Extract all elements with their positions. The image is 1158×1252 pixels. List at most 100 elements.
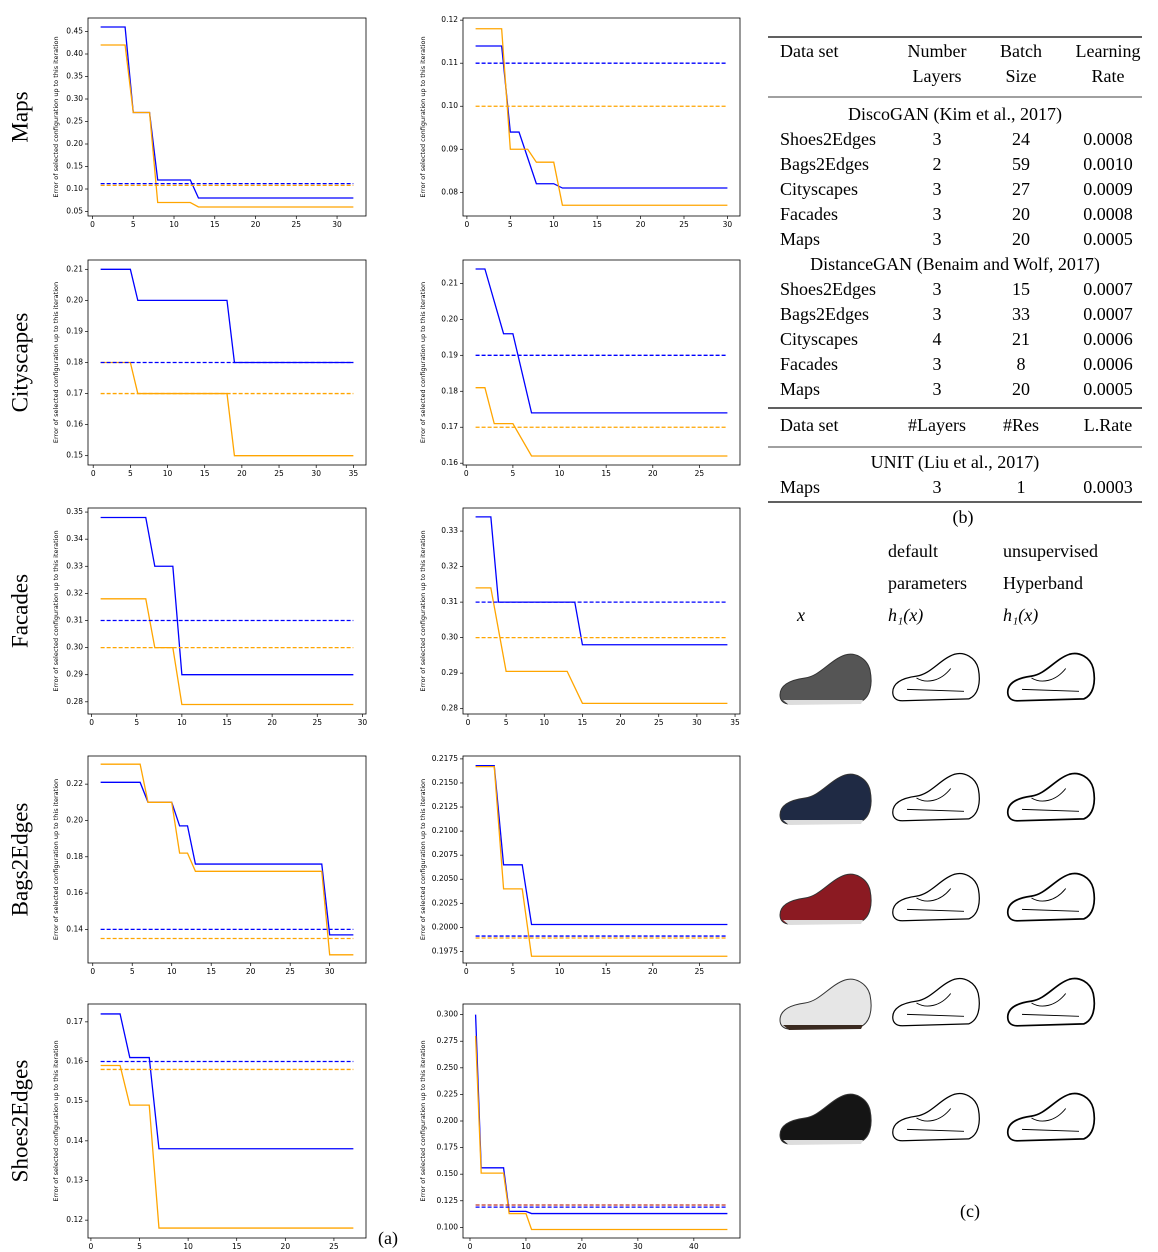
x-tick-label: 15	[210, 220, 220, 229]
x-tick-label: 30	[325, 967, 335, 976]
y-tick-label: 0.2125	[432, 802, 458, 811]
x-tick-label: 10	[539, 718, 549, 727]
column-title: Hyperband	[1003, 573, 1083, 593]
y-tick-label: 0.2175	[432, 754, 458, 763]
panel-label: (a)	[378, 1228, 398, 1249]
x-tick-label: 40	[689, 1242, 699, 1251]
y-tick-label: 0.09	[441, 144, 458, 153]
table-header: Data set	[780, 41, 838, 61]
y-tick-label: 0.18	[66, 358, 83, 367]
x-tick-label: 5	[137, 1242, 142, 1251]
shoe-image	[780, 654, 871, 705]
table-header: Size	[1006, 66, 1037, 86]
x-tick-label: 25	[274, 469, 284, 478]
y-tick-label: 0.32	[66, 588, 83, 597]
y-tick-label: 0.225	[437, 1089, 459, 1098]
table-cell: 2	[933, 154, 942, 174]
table-cell: Bags2Edges	[780, 304, 869, 324]
table-cell: #Layers	[908, 415, 966, 435]
x-tick-label: 20	[251, 220, 261, 229]
x-tick-label: 10	[555, 469, 565, 478]
row-label: Cityscapes	[7, 313, 32, 413]
plot-frame	[88, 18, 366, 216]
x-tick-label: 10	[555, 967, 565, 976]
shoe-sole	[783, 1140, 863, 1145]
y-tick-label: 0.20	[66, 139, 83, 148]
y-axis-label: Error of selected configuration up to th…	[52, 36, 60, 197]
sketch-detail	[907, 889, 964, 912]
x-tick-label: 5	[511, 967, 516, 976]
x-tick-label: 0	[466, 718, 471, 727]
table-cell: Shoes2Edges	[780, 279, 876, 299]
table-cell: 3	[933, 379, 942, 399]
table-cell: Cityscapes	[780, 179, 858, 199]
table-cell: 8	[1017, 354, 1026, 374]
y-tick-label: 0.30	[441, 633, 458, 642]
panel-label: (c)	[960, 1201, 980, 1222]
y-tick-label: 0.15	[66, 1096, 83, 1105]
y-tick-label: 0.33	[441, 526, 458, 535]
x-tick-label: 20	[648, 469, 658, 478]
y-tick-label: 0.13	[66, 1175, 83, 1184]
y-axis-label: Error of selected configuration up to th…	[52, 530, 60, 691]
column-title: unsupervised	[1003, 541, 1098, 561]
shoe-sketch	[893, 874, 980, 921]
x-tick-label: 15	[222, 718, 232, 727]
table-cell: Shoes2Edges	[780, 129, 876, 149]
y-tick-label: 0.16	[441, 458, 458, 467]
y-tick-label: 0.10	[441, 101, 458, 110]
x-tick-label: 0	[89, 1242, 94, 1251]
y-tick-label: 0.2025	[432, 898, 458, 907]
table-cell: 0.0009	[1083, 179, 1133, 199]
table-cell: 24	[1012, 129, 1030, 149]
y-tick-label: 0.300	[437, 1010, 459, 1019]
y-tick-label: 0.34	[66, 534, 83, 543]
y-tick-label: 0.275	[437, 1036, 459, 1045]
table-cell: 33	[1012, 304, 1030, 324]
y-tick-label: 0.21	[66, 264, 83, 273]
table-cell: Facades	[780, 354, 838, 374]
x-tick-label: 30	[332, 220, 342, 229]
x-tick-label: 25	[329, 1242, 339, 1251]
x-tick-label: 0	[90, 967, 95, 976]
y-tick-label: 0.17	[66, 389, 83, 398]
plot-frame	[463, 1004, 740, 1238]
y-tick-label: 0.200	[437, 1116, 459, 1125]
x-tick-label: 20	[281, 1242, 291, 1251]
x-tick-label: 10	[167, 967, 177, 976]
table-cell: 3	[933, 229, 942, 249]
sketch-detail	[1022, 994, 1079, 1017]
y-axis-label: Error of selected configuration up to th…	[52, 779, 60, 940]
y-tick-label: 0.2150	[432, 778, 458, 787]
shoe-sketch	[1008, 654, 1095, 701]
x-tick-label: 35	[349, 469, 359, 478]
y-tick-label: 0.18	[66, 852, 83, 861]
row-label: Facades	[7, 574, 32, 648]
y-tick-label: 0.35	[66, 507, 83, 516]
x-tick-label: 15	[578, 718, 588, 727]
y-tick-label: 0.33	[66, 561, 83, 570]
shoe-sketch	[893, 774, 980, 821]
y-tick-label: 0.250	[437, 1063, 459, 1072]
table-header: Layers	[913, 66, 962, 86]
y-tick-label: 0.17	[66, 1017, 83, 1026]
y-tick-label: 0.150	[437, 1169, 459, 1178]
x-tick-label: 5	[131, 220, 136, 229]
table-cell: Maps	[780, 379, 820, 399]
table-cell: 0.0005	[1083, 379, 1133, 399]
x-tick-label: 15	[200, 469, 210, 478]
plot-frame	[88, 756, 366, 963]
column-math: h₁(x)	[1003, 605, 1038, 626]
shoe-image	[893, 979, 980, 1026]
x-tick-label: 20	[636, 220, 646, 229]
x-tick-label: 20	[616, 718, 626, 727]
x-tick-label: 5	[134, 718, 139, 727]
y-tick-label: 0.125	[437, 1196, 459, 1205]
y-axis-label: Error of selected configuration up to th…	[52, 1040, 60, 1201]
shoe-photo	[780, 979, 871, 1029]
column-math: h₁(x)	[888, 605, 923, 626]
x-tick-label: 0	[464, 967, 469, 976]
x-tick-label: 0	[468, 1242, 473, 1251]
x-tick-label: 5	[128, 469, 133, 478]
y-tick-label: 0.29	[66, 670, 83, 679]
